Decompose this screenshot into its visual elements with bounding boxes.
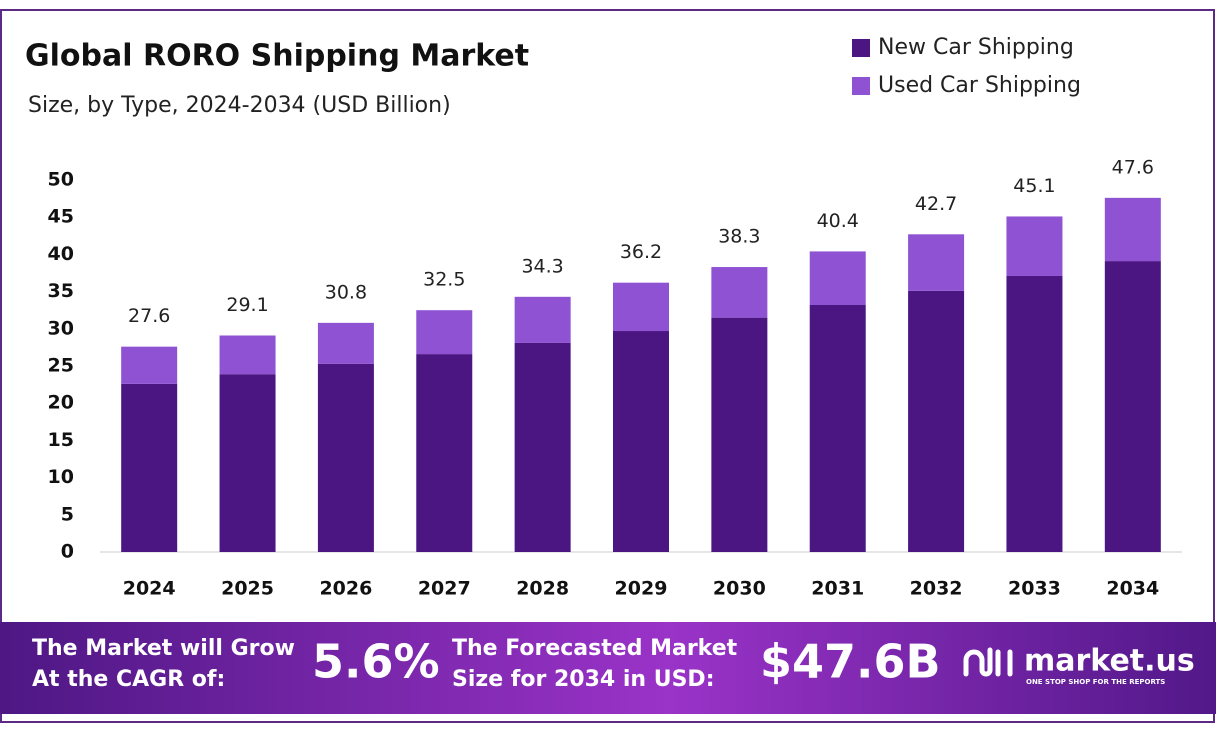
x-tick-label: 2026: [319, 578, 372, 600]
footer-text: At the CAGR of:: [32, 667, 225, 692]
bar-segment: [317, 322, 374, 364]
total-label: 29.1: [226, 294, 268, 316]
total-label: 40.4: [817, 210, 859, 232]
total-label: 30.8: [325, 281, 367, 303]
bar-segment: [219, 374, 276, 552]
x-tick-label: 2025: [221, 578, 274, 600]
cagr-value: 5.6%: [312, 635, 440, 689]
brand-tagline: ONE STOP SHOP FOR THE REPORTS: [1026, 678, 1165, 686]
bar-segment: [711, 267, 768, 318]
bar-segment: [809, 251, 866, 305]
x-tick-label: 2033: [1008, 578, 1061, 600]
footer-text: The Forecasted Market: [452, 636, 738, 661]
y-tick-label: 5: [61, 503, 74, 525]
x-tick-label: 2028: [516, 578, 569, 600]
total-label: 32.5: [423, 269, 465, 291]
footer-text: The Market will Grow: [32, 636, 295, 661]
chart-title: Global RORO Shipping Market: [25, 39, 529, 74]
y-tick-label: 10: [48, 466, 74, 488]
y-tick-label: 50: [48, 169, 74, 191]
bar-segment: [416, 354, 473, 552]
bar-segment: [613, 282, 669, 332]
x-tick-label: 2027: [418, 578, 471, 600]
bar-segment: [416, 310, 473, 355]
legend-swatch: [852, 39, 870, 57]
bar-segment: [514, 296, 571, 343]
y-tick-label: 15: [48, 429, 74, 451]
legend-swatch: [852, 77, 870, 95]
brand-logo: [963, 647, 1013, 677]
y-tick-label: 25: [48, 355, 74, 377]
brand-name: market.us: [1024, 644, 1195, 679]
x-tick-label: 2034: [1106, 578, 1159, 600]
bar-segment: [121, 346, 178, 384]
bar-segment: [1104, 261, 1161, 552]
x-tick-label: 2031: [811, 578, 864, 600]
bar-segment: [219, 335, 276, 375]
total-label: 38.3: [718, 226, 760, 248]
forecast-value: $47.6B: [760, 635, 941, 689]
chart-subtitle: Size, by Type, 2024-2034 (USD Billion): [28, 93, 451, 118]
bar-segment: [908, 290, 965, 552]
footer-band: [0, 622, 1216, 714]
bar-segment: [613, 331, 669, 552]
x-tick-label: 2029: [615, 578, 668, 600]
legend-label: Used Car Shipping: [878, 73, 1081, 98]
y-tick-label: 0: [61, 541, 74, 563]
bar-segment: [1104, 197, 1161, 262]
y-tick-label: 45: [48, 206, 74, 228]
bar-segment: [1006, 275, 1063, 552]
total-label: 42.7: [915, 193, 957, 215]
y-tick-label: 30: [48, 317, 74, 339]
y-tick-label: 35: [48, 280, 74, 302]
bar-segment: [809, 304, 866, 552]
bar-segment: [121, 383, 178, 552]
x-tick-label: 2024: [123, 578, 176, 600]
total-label: 27.6: [128, 305, 170, 327]
x-tick-label: 2032: [910, 578, 963, 600]
legend-label: New Car Shipping: [878, 35, 1074, 60]
total-label: 36.2: [620, 241, 662, 263]
bar-segment: [711, 317, 768, 552]
bar-segment: [514, 342, 571, 552]
bar-segment: [908, 234, 965, 291]
x-tick-label: 2030: [713, 578, 766, 600]
bar-segment: [1006, 216, 1063, 276]
total-label: 47.6: [1112, 156, 1154, 178]
y-tick-label: 40: [48, 243, 74, 265]
bar-segment: [317, 363, 374, 552]
footer-text: Size for 2034 in USD:: [452, 667, 715, 692]
y-tick-label: 20: [48, 392, 74, 414]
total-label: 45.1: [1013, 175, 1055, 197]
total-label: 34.3: [521, 255, 563, 277]
